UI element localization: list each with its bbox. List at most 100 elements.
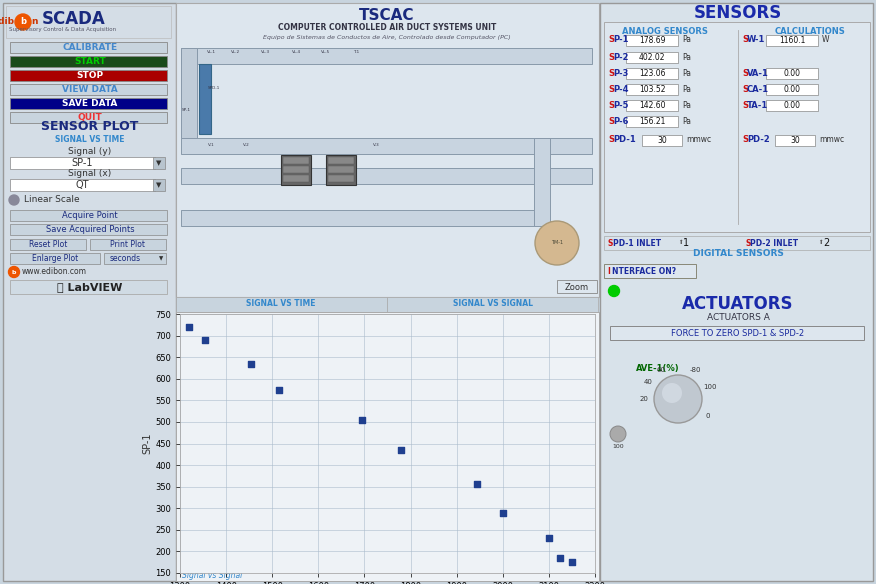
Text: Linear Scale: Linear Scale [24,196,80,204]
Text: edib: edib [0,18,15,26]
FancyBboxPatch shape [626,116,678,127]
Text: mmwc: mmwc [686,135,711,144]
Text: QT: QT [75,180,88,190]
Text: ▼: ▼ [156,160,162,166]
Text: 2: 2 [823,238,830,248]
Text: SENSOR PLOT: SENSOR PLOT [41,120,138,134]
Text: 0.00: 0.00 [783,85,801,94]
Text: S: S [742,85,748,93]
Text: S: S [608,135,614,144]
Text: ▼: ▼ [159,256,163,261]
Text: n: n [31,18,38,26]
FancyBboxPatch shape [10,84,167,95]
Text: 100: 100 [612,443,624,449]
Text: STOP: STOP [76,71,103,80]
Text: SIGNAL VS SIGNAL: SIGNAL VS SIGNAL [453,300,533,308]
Text: NTERFACE ON?: NTERFACE ON? [612,266,676,276]
Text: 402.02: 402.02 [639,53,665,62]
FancyBboxPatch shape [153,157,165,169]
Text: VL-2: VL-2 [231,50,241,54]
Text: Pa: Pa [682,116,691,126]
Text: www.edibon.com: www.edibon.com [22,267,87,276]
Text: ⬆: ⬆ [818,241,823,245]
Text: VL-3: VL-3 [261,50,271,54]
Text: ▼: ▼ [156,182,162,188]
Text: Pa: Pa [682,36,691,44]
Text: Zoom: Zoom [565,283,589,291]
FancyBboxPatch shape [283,166,309,173]
Text: SAVE DATA: SAVE DATA [62,99,117,108]
Text: Pa: Pa [682,53,691,61]
Text: 0.00: 0.00 [783,69,801,78]
FancyBboxPatch shape [604,236,870,250]
Text: 40: 40 [644,379,653,385]
FancyBboxPatch shape [387,297,598,312]
Text: FORCE TO ZERO SPD-1 & SPD-2: FORCE TO ZERO SPD-1 & SPD-2 [671,328,804,338]
FancyBboxPatch shape [176,312,599,581]
Text: CALIBRATE: CALIBRATE [62,43,117,52]
FancyBboxPatch shape [281,155,311,185]
FancyBboxPatch shape [642,135,682,146]
Text: VL-1: VL-1 [207,50,215,54]
Text: SENSORS: SENSORS [694,4,782,22]
Text: W: W [822,36,830,44]
Text: Signal (y): Signal (y) [68,148,111,157]
Text: CA-1: CA-1 [747,85,769,93]
Text: W-1: W-1 [747,36,766,44]
Text: 30: 30 [790,136,800,145]
Circle shape [9,195,19,205]
Text: SIGNAL VS TIME: SIGNAL VS TIME [246,300,315,308]
FancyBboxPatch shape [283,157,309,164]
Text: DIGITAL SENSORS: DIGITAL SENSORS [693,249,783,259]
Text: S: S [608,53,614,61]
Text: TM-1: TM-1 [551,241,563,245]
Text: V-3: V-3 [372,143,379,147]
Text: b: b [20,18,26,26]
Text: 30: 30 [657,136,667,145]
Text: V-2: V-2 [243,143,250,147]
Text: 60: 60 [656,367,666,373]
FancyBboxPatch shape [600,3,873,581]
FancyBboxPatch shape [10,253,100,264]
FancyBboxPatch shape [199,64,211,134]
Text: SIGNAL VS TIME: SIGNAL VS TIME [55,134,124,144]
Text: S: S [742,100,748,110]
Text: I: I [607,266,610,276]
FancyBboxPatch shape [10,42,167,53]
FancyBboxPatch shape [181,48,592,64]
FancyBboxPatch shape [626,68,678,79]
FancyBboxPatch shape [766,84,818,95]
FancyBboxPatch shape [181,210,544,226]
Text: Save Acquired Points: Save Acquired Points [46,225,134,234]
Text: ACTUATORS A: ACTUATORS A [707,312,769,322]
FancyBboxPatch shape [10,280,167,294]
Text: START: START [74,57,106,66]
FancyBboxPatch shape [6,6,171,38]
Text: PD-2: PD-2 [747,135,770,144]
Text: COMPUTER CONTROLLED AIR DUCT SYSTEMS UNIT: COMPUTER CONTROLLED AIR DUCT SYSTEMS UNI… [278,23,496,32]
Point [542,534,556,543]
Text: 0: 0 [705,413,710,419]
Text: P-3: P-3 [613,68,628,78]
Text: Equipo de Sistemas de Conductos de Aire, Controlado desde Computador (PC): Equipo de Sistemas de Conductos de Aire,… [263,34,511,40]
Text: S: S [608,238,613,248]
Point [554,553,568,562]
Text: Pa: Pa [682,100,691,110]
Point [394,446,408,455]
FancyBboxPatch shape [10,56,167,67]
Text: SCADA: SCADA [42,10,106,28]
FancyBboxPatch shape [10,157,155,169]
Text: Supervisory Control & Data Acquisition: Supervisory Control & Data Acquisition [9,27,117,33]
Text: 1: 1 [683,238,689,248]
Text: -80: -80 [689,367,701,373]
Circle shape [662,383,682,403]
Text: S: S [742,135,748,144]
Circle shape [9,266,19,277]
Text: Pa: Pa [682,85,691,93]
Text: VIEW DATA: VIEW DATA [62,85,118,94]
FancyBboxPatch shape [10,224,167,235]
FancyBboxPatch shape [3,3,176,581]
FancyBboxPatch shape [283,175,309,182]
FancyBboxPatch shape [10,239,86,250]
FancyBboxPatch shape [557,280,597,293]
